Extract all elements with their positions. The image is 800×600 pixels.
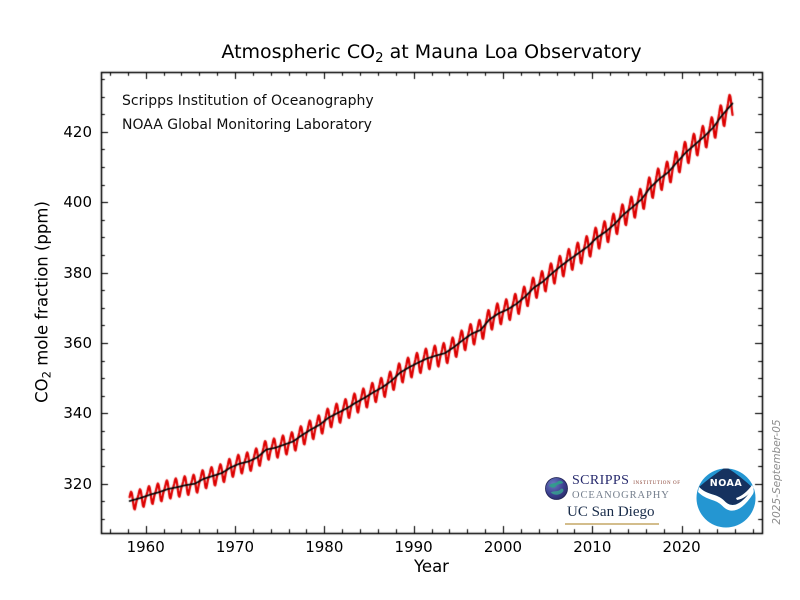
annotation-scripps: Scripps Institution of Oceanography <box>122 93 374 109</box>
x-tick-label: 1990 <box>394 538 433 556</box>
y-tick-label: 400 <box>63 193 92 212</box>
x-tick-label: 2000 <box>483 538 523 556</box>
x-tick-label: 1980 <box>305 538 344 556</box>
x-tick-label: 2010 <box>573 538 612 556</box>
ucsd-wordmark: UC San Diego <box>567 504 655 520</box>
y-tick-label: 360 <box>63 333 92 352</box>
scripps-globe-icon <box>545 476 568 500</box>
x-tick-label: 1960 <box>126 538 165 556</box>
title-subscript: 2 <box>375 50 384 66</box>
y-axis-label: CO2 mole fraction (ppm) <box>32 201 54 403</box>
x-tick-label: 2020 <box>662 538 701 556</box>
x-axis-label: Year <box>414 557 449 576</box>
x-tick-label: 1970 <box>215 538 255 556</box>
scripps-name: SCRIPPS <box>572 473 630 488</box>
ylabel-text: CO <box>32 378 52 403</box>
scripps-institution-of: INSTITUTION OF <box>633 481 681 486</box>
y-tick-label: 420 <box>63 122 92 141</box>
noaa-logo: NOAA <box>696 468 756 528</box>
scripps-logo: SCRIPPS INSTITUTION OF OCEANOGRAPHY UC S… <box>545 474 685 525</box>
ylabel-subscript: 2 <box>39 371 54 379</box>
title-text-suffix: at Mauna Loa Observatory <box>383 41 642 63</box>
datestamp: 2025-September-05 <box>771 419 783 525</box>
page-title: Atmospheric CO2 at Mauna Loa Observatory <box>101 41 762 66</box>
annotation-noaa: NOAA Global Monitoring Laboratory <box>122 117 372 133</box>
y-tick-label: 320 <box>63 474 92 493</box>
noaa-label: NOAA <box>710 478 743 489</box>
title-text: Atmospheric CO <box>221 41 376 63</box>
scripps-oceanography: OCEANOGRAPHY <box>572 490 670 501</box>
ucsd-gold-rule <box>565 523 659 525</box>
y-tick-label: 340 <box>63 404 92 423</box>
y-tick-label: 380 <box>63 263 92 282</box>
